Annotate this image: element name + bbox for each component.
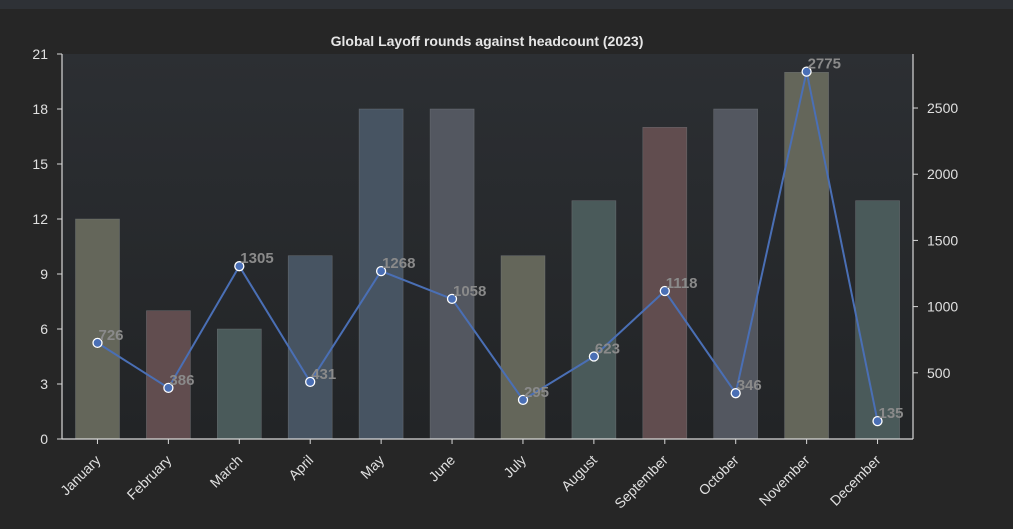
left-axis-ticks: 0 3 6 9 12 15 18 21 (32, 46, 62, 447)
marker-january (92, 337, 103, 349)
marker-may (375, 265, 387, 277)
left-tick-label: 21 (32, 46, 48, 62)
left-tick-label: 9 (40, 266, 48, 282)
right-tick-label: 1500 (927, 232, 958, 248)
bar-april (287, 255, 333, 440)
left-tick-label: 6 (40, 321, 48, 337)
right-tick-label: 2500 (927, 100, 958, 116)
window-top-strip (0, 0, 1013, 9)
bar-november (784, 72, 829, 440)
data-label-january: 726 (99, 327, 124, 344)
data-label-may: 1268 (382, 255, 415, 272)
bar-august (571, 200, 617, 440)
data-label-october: 346 (737, 377, 762, 394)
data-label-february: 386 (169, 372, 194, 389)
bar-january (75, 218, 120, 440)
marker-february (163, 382, 174, 394)
x-tick-label-august: August (558, 452, 600, 494)
x-tick-label-january: January (57, 452, 104, 499)
bar-may (358, 108, 404, 440)
x-tick-label-june: June (425, 452, 458, 485)
chart-title: Global Layoff rounds against headcount (… (331, 33, 644, 49)
data-label-july: 295 (524, 384, 549, 401)
left-tick-label: 0 (40, 431, 48, 447)
x-tick-label-february: February (124, 452, 175, 503)
x-tick-label-may: May (357, 452, 387, 482)
left-tick-label: 15 (32, 156, 48, 172)
plot-area (62, 54, 913, 439)
x-tick-label-september: September (611, 452, 671, 512)
marker-april (305, 376, 316, 388)
bar-march (217, 328, 262, 440)
marker-november (801, 66, 812, 77)
x-axis-ticks: January February March April May June July Augu… (57, 439, 884, 512)
marker-august (588, 351, 600, 362)
marker-december (872, 415, 883, 427)
bar-september (642, 127, 688, 440)
bar-february (146, 310, 191, 440)
line-series-group (96, 70, 879, 422)
right-tick-label: 1000 (927, 299, 958, 315)
data-label-december: 135 (879, 405, 904, 422)
x-tick-label-march: March (207, 452, 246, 491)
bar-july (500, 255, 546, 440)
right-tick-label: 500 (927, 365, 951, 381)
x-tick-label-july: July (500, 452, 529, 481)
marker-october (730, 388, 741, 399)
bars-group (75, 72, 900, 440)
left-tick-label: 18 (32, 101, 48, 117)
left-tick-label: 12 (32, 211, 48, 227)
data-label-march: 1305 (240, 250, 273, 267)
bar-june (429, 108, 475, 440)
bar-october (713, 108, 759, 440)
x-tick-label-november: November (756, 452, 813, 509)
x-tick-label-april: April (285, 452, 316, 483)
marker-september (659, 285, 670, 297)
data-label-june: 1058 (453, 283, 486, 300)
right-tick-label: 2000 (927, 166, 958, 182)
line-markers (92, 66, 883, 427)
right-axis-ticks: 500 1000 1500 2000 2500 (913, 100, 958, 381)
marker-june (446, 293, 458, 305)
headcount-line (96, 70, 879, 422)
data-label-november: 2775 (808, 56, 841, 73)
marker-july (517, 394, 529, 406)
marker-march (234, 261, 245, 272)
data-labels: 726 386 1305 431 1268 1058 295 623 1118 346 2775 13… (99, 56, 904, 423)
data-label-august: 623 (595, 341, 620, 358)
bar-december (855, 200, 900, 440)
data-label-september: 1118 (666, 275, 698, 292)
axes-group (61, 54, 914, 440)
x-tick-label-october: October (695, 452, 742, 499)
left-tick-label: 3 (40, 376, 48, 392)
x-tick-label-december: December (827, 452, 884, 509)
data-label-april: 431 (311, 366, 336, 383)
